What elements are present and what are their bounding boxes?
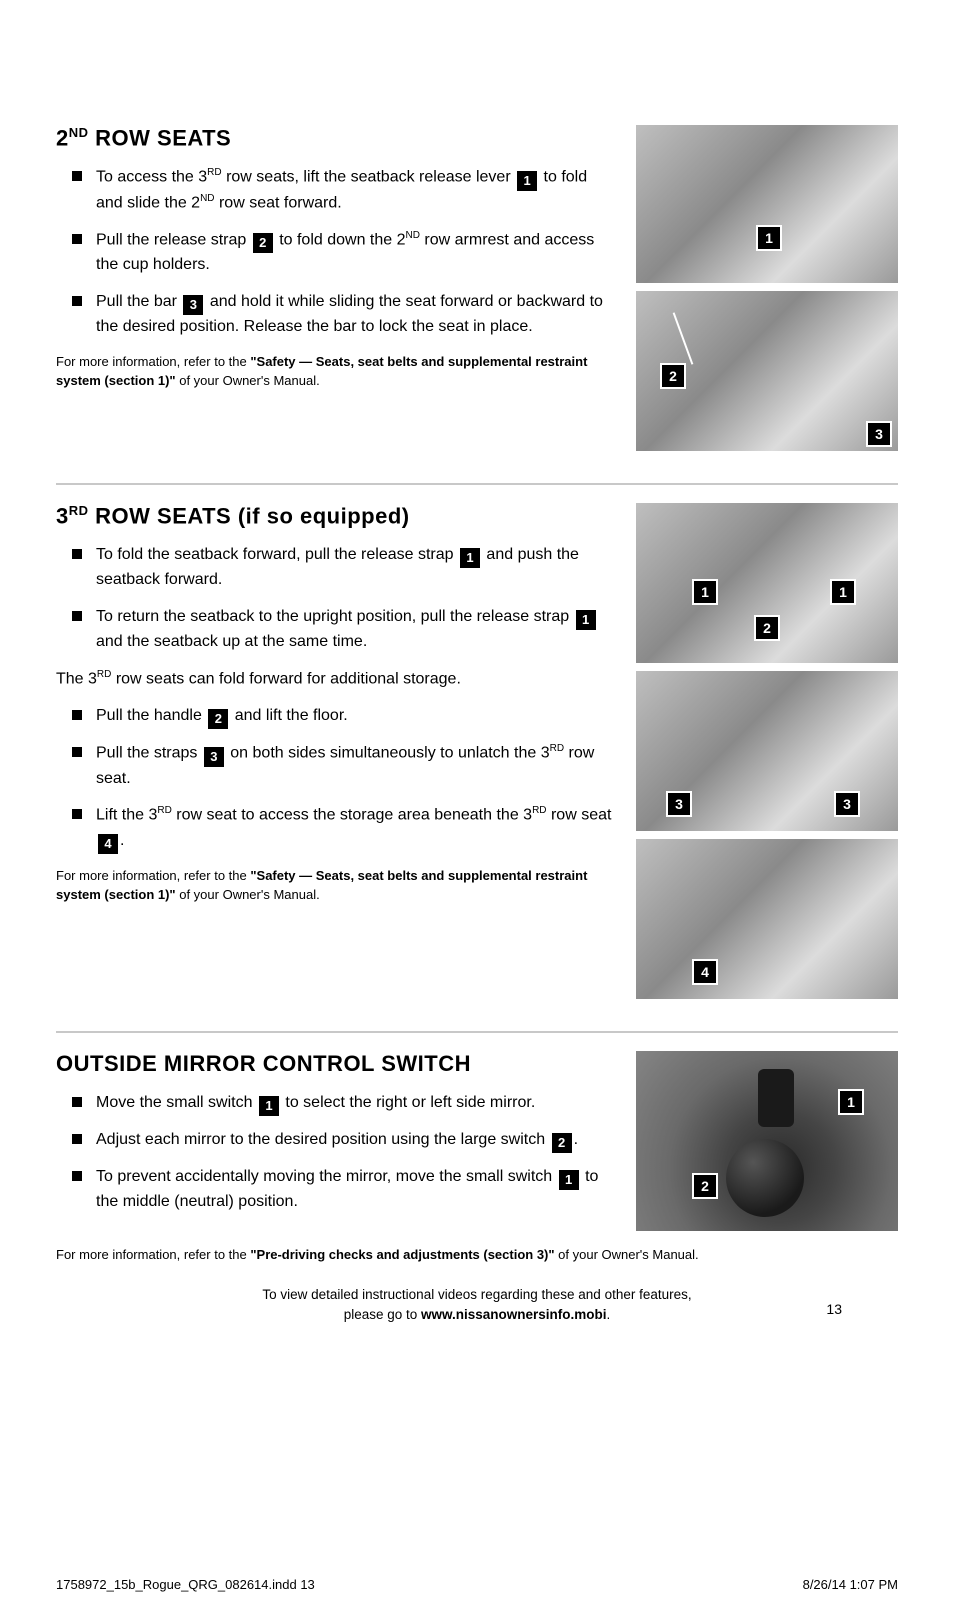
bullet-list: To access the 3RD row seats, lift the se… [56, 165, 618, 340]
photo-callout: 1 [756, 225, 782, 251]
section-2nd-row-seats: 2ND ROW SEATS To access the 3RD row seat… [56, 125, 898, 459]
footnote: For more information, refer to the "Pre-… [56, 1245, 898, 1265]
list-item: Move the small switch 1 to select the ri… [96, 1091, 618, 1116]
photo-callout: 2 [692, 1173, 718, 1199]
section-mirror-control: OUTSIDE MIRROR CONTROL SWITCH Move the s… [56, 1051, 898, 1265]
bullet-list: To fold the seatback forward, pull the r… [56, 543, 618, 655]
heading-3rd-row: 3RD ROW SEATS (if so equipped) [56, 503, 618, 529]
page-number: 13 [826, 1299, 842, 1320]
list-item: Lift the 3RD row seat to access the stor… [96, 803, 618, 853]
callout-number: 3 [183, 295, 203, 315]
section-divider [56, 1031, 898, 1033]
photo-callout: 1 [692, 579, 718, 605]
photo-callout: 4 [692, 959, 718, 985]
callout-number: 2 [552, 1133, 572, 1153]
photo-callout: 1 [838, 1089, 864, 1115]
bullet-list: Move the small switch 1 to select the ri… [56, 1091, 618, 1215]
section-divider [56, 483, 898, 485]
footnote: For more information, refer to the "Safe… [56, 352, 618, 391]
photo-seat-lever: 1 [636, 125, 898, 283]
list-item: Pull the handle 2 and lift the floor. [96, 704, 618, 729]
callout-number: 1 [576, 610, 596, 630]
photo-callout: 3 [834, 791, 860, 817]
photo-floor-lift: 3 3 [636, 671, 898, 831]
list-item: To return the seatback to the upright po… [96, 605, 618, 655]
print-footer: 1758972_15b_Rogue_QRG_082614.indd 13 8/2… [56, 1577, 898, 1592]
photo-callout: 2 [660, 363, 686, 389]
list-item: To fold the seatback forward, pull the r… [96, 543, 618, 593]
body-text: The 3RD row seats can fold forward for a… [56, 667, 618, 692]
photo-callout: 1 [830, 579, 856, 605]
footer-timestamp: 8/26/14 1:07 PM [803, 1577, 898, 1592]
callout-number: 1 [259, 1096, 279, 1116]
list-item: Pull the release strap 2 to fold down th… [96, 228, 618, 278]
callout-number: 2 [208, 709, 228, 729]
callout-number: 1 [460, 548, 480, 568]
section-3rd-row-seats: 3RD ROW SEATS (if so equipped) To fold t… [56, 503, 898, 1007]
list-item: To access the 3RD row seats, lift the se… [96, 165, 618, 216]
photo-3rd-row-straps: 1 1 2 [636, 503, 898, 663]
callout-number: 1 [517, 171, 537, 191]
list-item: To prevent accidentally moving the mirro… [96, 1165, 618, 1215]
list-item: Pull the bar 3 and hold it while sliding… [96, 290, 618, 340]
list-item: Pull the straps 3 on both sides simultan… [96, 741, 618, 791]
photo-callout: 3 [866, 421, 892, 447]
photo-seat-strap: 2 3 [636, 291, 898, 451]
callout-number: 3 [204, 747, 224, 767]
callout-number: 4 [98, 834, 118, 854]
bullet-list: Pull the handle 2 and lift the floor. Pu… [56, 704, 618, 853]
callout-number: 1 [559, 1170, 579, 1190]
photo-callout: 2 [754, 615, 780, 641]
heading-mirror: OUTSIDE MIRROR CONTROL SWITCH [56, 1051, 618, 1077]
bottom-info: To view detailed instructional videos re… [56, 1285, 898, 1326]
callout-number: 2 [253, 233, 273, 253]
footer-filename: 1758972_15b_Rogue_QRG_082614.indd 13 [56, 1577, 315, 1592]
photo-callout: 3 [666, 791, 692, 817]
heading-2nd-row: 2ND ROW SEATS [56, 125, 618, 151]
list-item: Adjust each mirror to the desired positi… [96, 1128, 618, 1153]
footnote: For more information, refer to the "Safe… [56, 866, 618, 905]
photo-mirror-switch: 1 2 [636, 1051, 898, 1231]
photo-storage-area: 4 [636, 839, 898, 999]
